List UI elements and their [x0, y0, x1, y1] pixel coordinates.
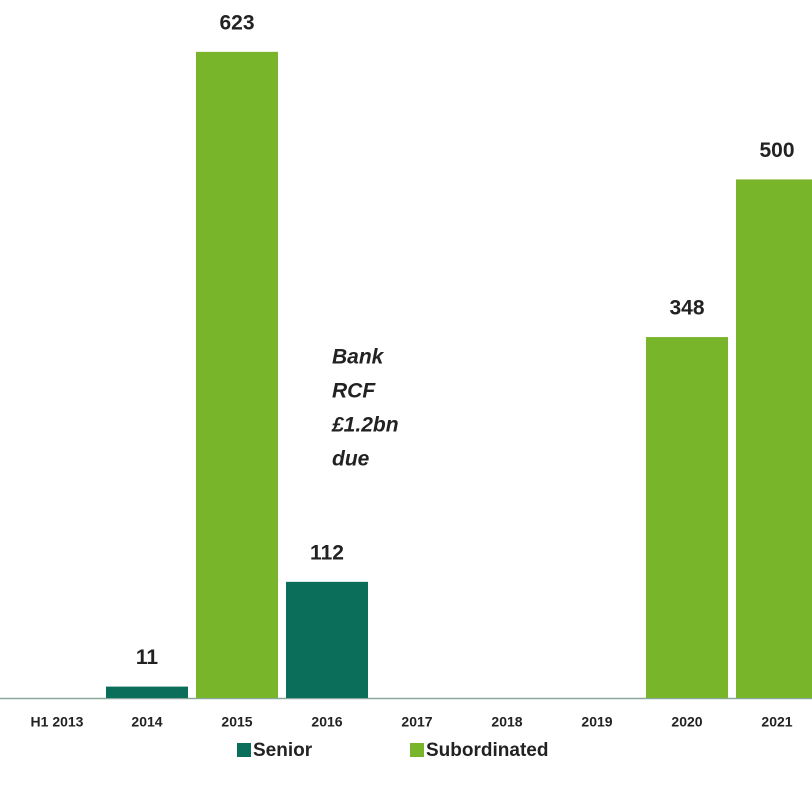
legend-label: Subordinated — [426, 740, 548, 761]
value-label: 11 — [136, 646, 159, 669]
value-label: 348 — [669, 297, 704, 320]
bar — [286, 581, 368, 698]
legend-swatch — [410, 743, 424, 757]
annotation: Bank — [332, 346, 385, 369]
bar — [646, 337, 728, 698]
legend-swatch — [237, 743, 251, 757]
annotation: due — [332, 448, 370, 471]
x-tick-label: 2021 — [761, 714, 792, 730]
x-tick-label: 2019 — [581, 714, 612, 730]
value-label: 623 — [219, 11, 254, 34]
bar — [196, 51, 278, 698]
annotation: RCF — [332, 380, 376, 403]
bar — [106, 686, 188, 698]
x-tick-label: 2017 — [401, 714, 432, 730]
x-tick-label: 2020 — [671, 714, 702, 730]
x-tick-label: 2014 — [131, 714, 162, 730]
annotation: £1.2bn — [331, 414, 399, 437]
x-tick-label: 2018 — [491, 714, 522, 730]
value-label: 112 — [310, 541, 344, 564]
x-tick-label: H1 2013 — [31, 714, 84, 730]
legend-label: Senior — [253, 740, 313, 761]
bar — [736, 179, 812, 698]
x-tick-label: 2015 — [221, 714, 252, 730]
value-label: 500 — [759, 139, 794, 162]
x-tick-label: 2016 — [311, 714, 342, 730]
